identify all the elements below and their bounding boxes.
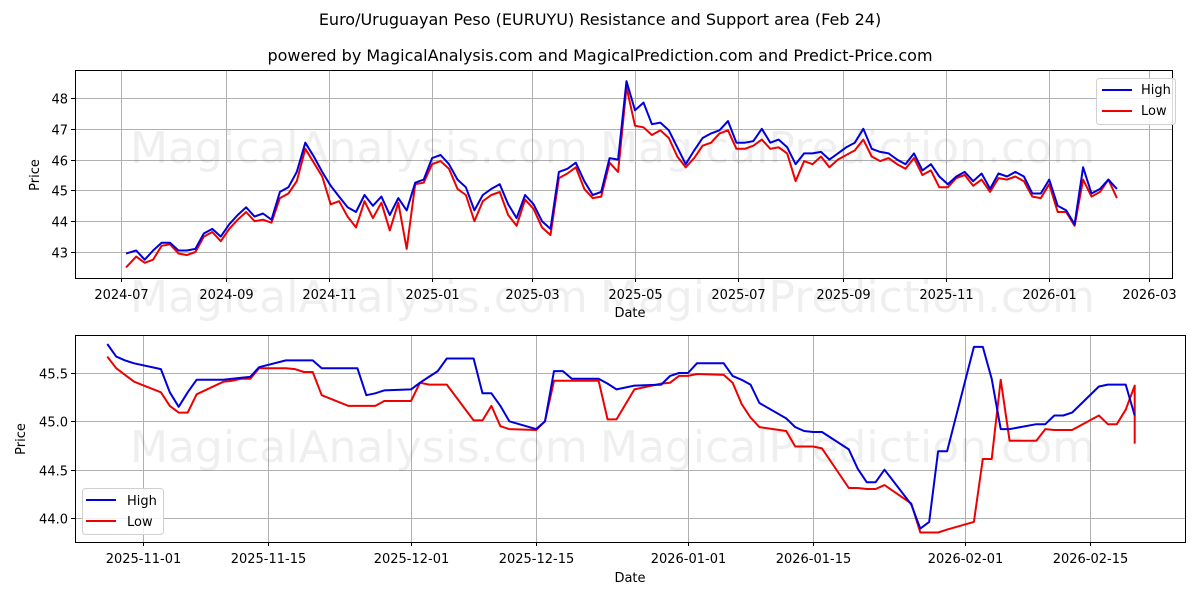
series-line-low xyxy=(106,355,1136,534)
y-tick-label: 45 xyxy=(51,185,68,200)
x-tick-label: 2025-03 xyxy=(505,288,559,303)
x-tick-label: 2026-01 xyxy=(1022,288,1076,303)
x-tick-label: 2024-07 xyxy=(94,288,148,303)
x-tick-label: 2024-11 xyxy=(302,288,356,303)
top-watermarks: MagicalAnalysis.com MagicalPrediction.com… xyxy=(130,123,1095,323)
x-tick-label: 2025-11-15 xyxy=(231,552,307,567)
watermark-text: MagicalAnalysis.com xyxy=(130,123,588,174)
y-tick-label: 48 xyxy=(51,93,68,108)
y-tick-label: 44.5 xyxy=(39,465,68,480)
y-tick-label: 44.0 xyxy=(39,513,68,528)
bottom-watermarks: MagicalAnalysis.com MagicalPrediction.com xyxy=(130,422,1095,473)
legend-high-label: High xyxy=(127,494,157,509)
bottom-chart: MagicalAnalysis.com MagicalPrediction.com… xyxy=(14,335,1186,586)
series-line-high xyxy=(125,80,1118,261)
top-legend: High Low xyxy=(1096,78,1176,125)
bottom-x-axis: 2025-11-01 2025-11-15 2025-12-01 2025-12-15… xyxy=(106,542,1129,567)
y-tick-label: 47 xyxy=(51,124,68,139)
legend-high-label: High xyxy=(1141,83,1171,98)
x-tick-label: 2026-01-15 xyxy=(776,552,852,567)
top-chart: MagicalAnalysis.com MagicalPrediction.com… xyxy=(28,70,1177,323)
bottom-legend: High Low xyxy=(82,488,164,535)
x-tick-label: 2025-01 xyxy=(405,288,459,303)
top-y-axis: 43 44 45 46 47 48 xyxy=(51,93,75,262)
x-tick-label: 2025-05 xyxy=(608,288,662,303)
watermark-text: MagicalPrediction.com xyxy=(600,123,1095,174)
watermark-text: MagicalAnalysis.com xyxy=(130,272,588,323)
x-tick-label: 2025-11-01 xyxy=(106,552,182,567)
y-tick-label: 43 xyxy=(51,247,68,262)
x-tick-label: 2025-12-01 xyxy=(374,552,450,567)
x-tick-label: 2025-09 xyxy=(816,288,870,303)
bottom-y-axis: 44.0 44.5 45.0 45.5 xyxy=(39,368,75,528)
y-tick-label: 45.5 xyxy=(39,368,68,383)
top-plot-frame xyxy=(75,70,1173,279)
legend-low-label: Low xyxy=(1141,104,1167,119)
bottom-plot-frame xyxy=(75,335,1186,543)
y-tick-label: 44 xyxy=(51,216,68,231)
chart-title: Euro/Uruguayan Peso (EURUYU) Resistance … xyxy=(318,10,882,29)
x-tick-label: 2025-12-15 xyxy=(499,552,575,567)
series-line-high xyxy=(106,343,1136,530)
x-tick-label: 2026-03 xyxy=(1122,288,1176,303)
bottom-x-axis-label: Date xyxy=(614,571,645,586)
x-tick-label: 2026-01-01 xyxy=(651,552,727,567)
x-tick-label: 2026-02-01 xyxy=(928,552,1004,567)
x-tick-label: 2024-09 xyxy=(199,288,253,303)
bottom-plot-lines xyxy=(106,343,1136,534)
y-tick-label: 46 xyxy=(51,155,68,170)
bottom-y-axis-label: Price xyxy=(14,423,29,455)
top-y-axis-label: Price xyxy=(28,159,43,191)
series-line-low xyxy=(125,86,1118,269)
chart-subtitle: powered by MagicalAnalysis.com and Magic… xyxy=(267,46,933,65)
x-tick-label: 2025-07 xyxy=(711,288,765,303)
top-x-axis: 2024-07 2024-09 2024-11 2025-01 2025-03 2025-… xyxy=(94,278,1177,303)
legend-low-label: Low xyxy=(127,515,153,530)
top-plot-lines xyxy=(125,80,1118,269)
watermark-text: MagicalPrediction.com xyxy=(600,272,1095,323)
watermark-text: MagicalAnalysis.com xyxy=(130,422,588,473)
x-tick-label: 2026-02-15 xyxy=(1053,552,1129,567)
y-tick-label: 45.0 xyxy=(39,416,68,431)
x-tick-label: 2025-11 xyxy=(919,288,973,303)
top-x-axis-label: Date xyxy=(614,306,645,321)
